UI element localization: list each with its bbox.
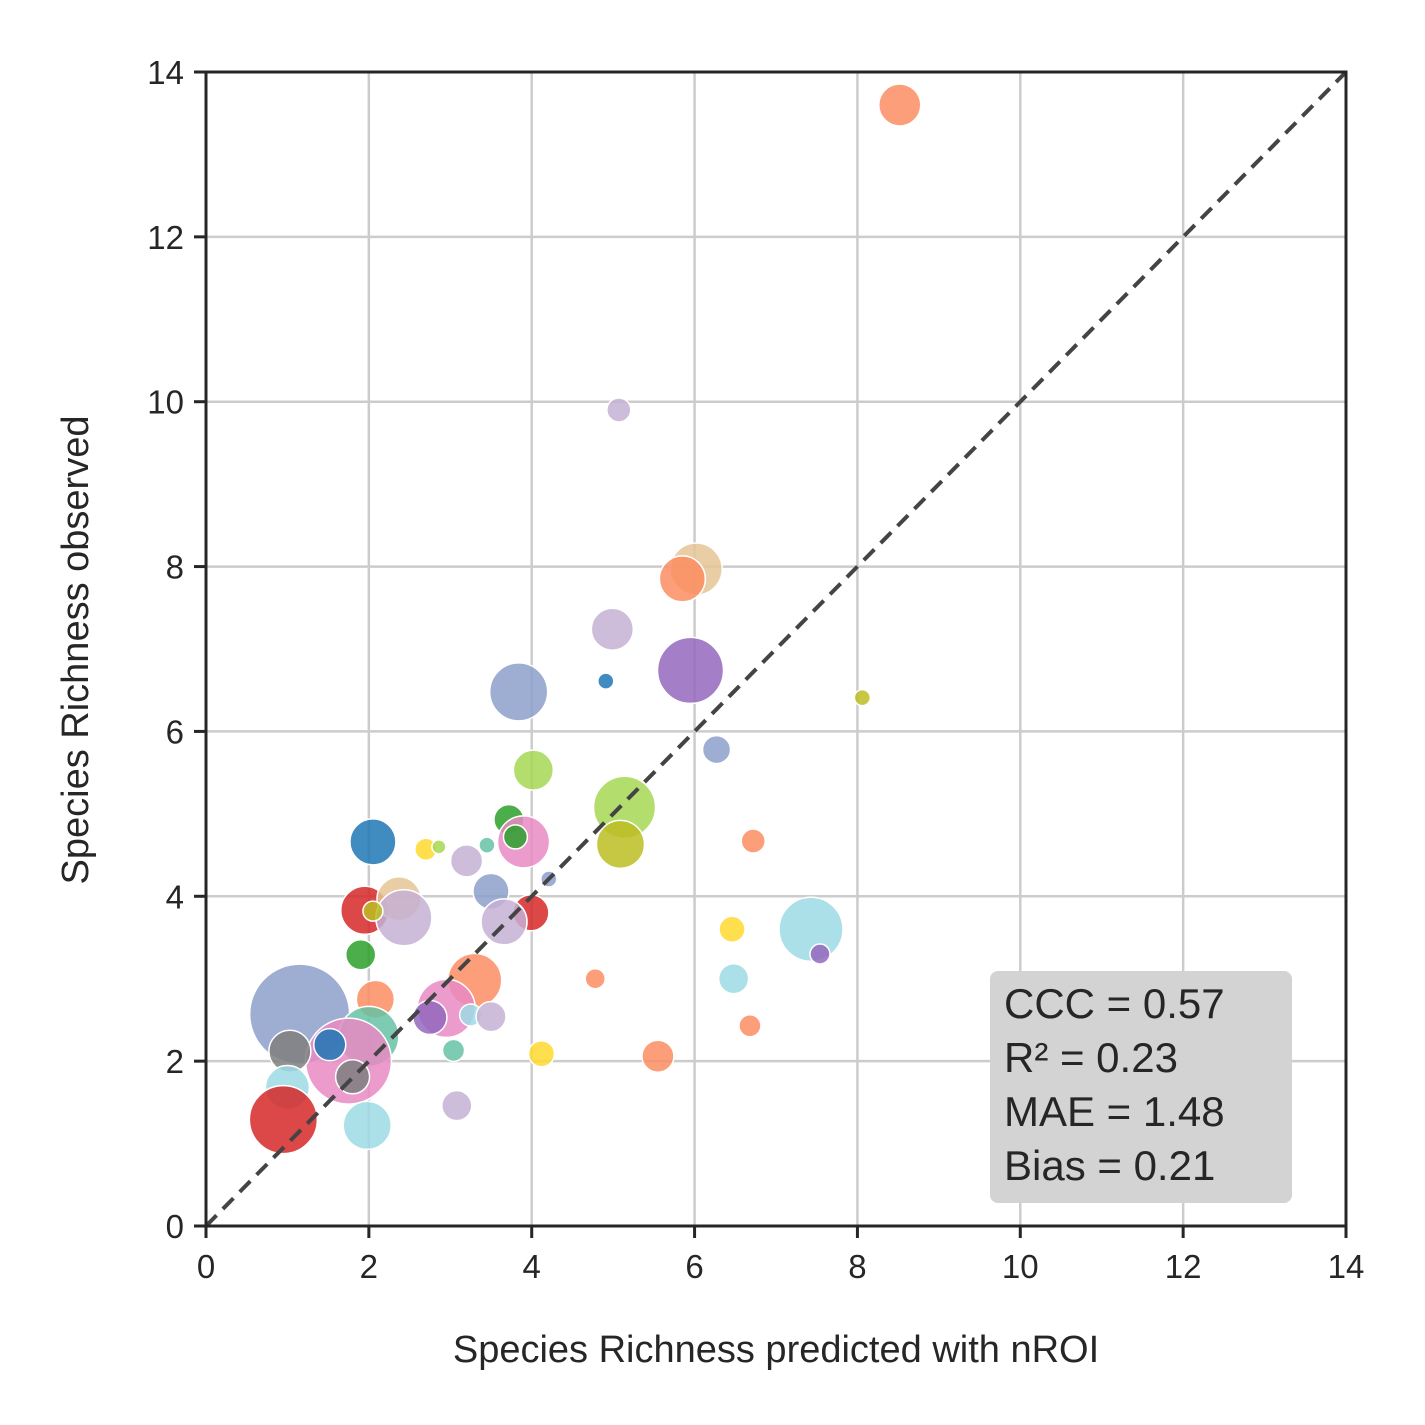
data-point-30 bbox=[718, 915, 746, 944]
data-point-35 bbox=[584, 967, 606, 990]
data-point-54 bbox=[248, 1084, 319, 1155]
data-point-19 bbox=[449, 844, 484, 878]
x-tick-label: 8 bbox=[848, 1248, 866, 1285]
data-point-55 bbox=[342, 1100, 392, 1151]
data-point-8 bbox=[853, 688, 872, 707]
x-tick-label: 4 bbox=[523, 1248, 541, 1285]
data-point-44 bbox=[475, 1000, 507, 1033]
data-point-32 bbox=[809, 943, 831, 965]
x-tick-label: 0 bbox=[197, 1248, 215, 1285]
plot-frame bbox=[204, 70, 1348, 1228]
x-axis-label: Species Richness predicted with nROI bbox=[453, 1329, 1099, 1371]
stat-r2: R² = 0.23 bbox=[1004, 1034, 1178, 1081]
y-tick-label: 4 bbox=[166, 878, 184, 915]
data-point-31 bbox=[778, 896, 844, 963]
x-tick-label: 12 bbox=[1165, 1248, 1202, 1285]
x-tick-label: 10 bbox=[1002, 1248, 1039, 1285]
y-tick-label: 2 bbox=[166, 1043, 184, 1080]
data-point-3 bbox=[658, 555, 707, 603]
y-tick-label: 10 bbox=[147, 384, 184, 421]
data-point-10 bbox=[512, 749, 555, 791]
y-tick-label: 12 bbox=[147, 219, 184, 256]
data-points bbox=[248, 83, 922, 1155]
x-tick-label: 6 bbox=[685, 1248, 703, 1285]
data-point-42 bbox=[412, 999, 448, 1036]
y-tick-label: 0 bbox=[166, 1208, 184, 1245]
x-tick-label: 14 bbox=[1328, 1248, 1365, 1285]
stat-bias: Bias = 0.21 bbox=[1004, 1142, 1215, 1189]
data-point-0 bbox=[878, 83, 922, 127]
data-point-4 bbox=[590, 607, 635, 651]
data-point-29 bbox=[480, 898, 528, 946]
data-point-18 bbox=[431, 839, 447, 855]
data-point-46 bbox=[313, 1027, 347, 1062]
data-point-14 bbox=[502, 824, 529, 850]
data-point-9 bbox=[701, 734, 732, 765]
data-point-6 bbox=[488, 662, 549, 722]
identity-reference-line bbox=[204, 70, 1348, 1228]
stat-ccc: CCC = 0.57 bbox=[1004, 980, 1225, 1027]
x-tick-label: 2 bbox=[360, 1248, 378, 1285]
data-point-16 bbox=[349, 818, 397, 866]
data-point-33 bbox=[344, 939, 377, 971]
data-point-49 bbox=[527, 1039, 556, 1068]
data-point-7 bbox=[597, 672, 615, 690]
data-point-53 bbox=[441, 1089, 473, 1122]
data-point-1 bbox=[606, 397, 632, 423]
data-point-36 bbox=[717, 962, 750, 995]
axis-ticks: 0 2 4 6 8 10 12 14 0 2 4 6 8 10 12 14 bbox=[147, 54, 1364, 1285]
y-tick-label: 8 bbox=[166, 549, 184, 586]
y-tick-label: 6 bbox=[166, 713, 184, 750]
stat-mae: MAE = 1.48 bbox=[1004, 1088, 1225, 1135]
stats-box-background bbox=[990, 971, 1292, 1203]
data-point-27 bbox=[362, 900, 384, 922]
data-point-5 bbox=[656, 636, 725, 705]
data-point-50 bbox=[641, 1039, 675, 1073]
y-axis-label: Species Richness observed bbox=[55, 416, 97, 885]
data-point-21 bbox=[740, 828, 766, 854]
data-point-45 bbox=[738, 1013, 762, 1038]
data-point-26 bbox=[375, 888, 433, 947]
data-point-15 bbox=[595, 819, 646, 870]
data-point-20 bbox=[478, 836, 496, 854]
data-point-48 bbox=[441, 1038, 466, 1063]
y-tick-label: 14 bbox=[147, 54, 184, 91]
stats-box: CCC = 0.57 R² = 0.23 MAE = 1.48 Bias = 0… bbox=[990, 971, 1292, 1203]
